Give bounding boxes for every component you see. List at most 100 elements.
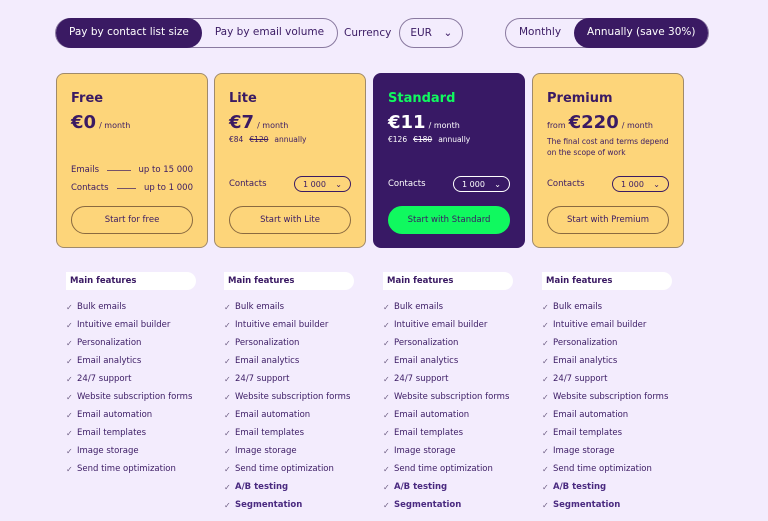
start-standard-button[interactable]: Start with Standard [388,206,510,234]
check-icon: ✓ [542,428,549,438]
limit-value: up to 1 000 [143,183,193,193]
feature-label: 24/7 support [553,374,608,384]
check-icon: ✓ [542,410,549,420]
feature-item: ✓ Email templates [383,424,523,442]
check-icon: ✓ [224,500,231,510]
start-lite-button[interactable]: Start with Lite [229,206,351,234]
feature-item: ✓ Email analytics [224,352,364,370]
contacts-dropdown[interactable]: 1 000 ⌄ [294,176,351,192]
check-icon: ✓ [224,356,231,366]
feature-label: Website subscription forms [394,392,510,402]
feature-item: ✓ Email automation [542,406,682,424]
contacts-label: Contacts [547,179,585,189]
feature-label: Image storage [394,446,456,456]
feature-label: Email analytics [77,356,142,366]
plan-name: Free [71,91,104,106]
currency-value: EUR [410,27,432,39]
check-icon: ✓ [66,302,73,312]
feature-item: ✓ Bulk emails [542,298,682,316]
check-icon: ✓ [66,464,73,474]
feature-item: ✓ Personalization [224,334,364,352]
chevron-down-icon: ⌄ [494,179,501,189]
feature-label: Personalization [235,338,300,348]
feature-label: Send time optimization [235,464,334,474]
divider [107,169,131,171]
check-icon: ✓ [66,392,73,402]
feature-item: ✓ Email analytics [542,352,682,370]
billing-toggle[interactable]: Monthly Annually (save 30%) [505,18,710,48]
feature-item: ✓ Website subscription forms [66,388,206,406]
price-period: / month [257,121,289,130]
feature-item: ✓ Send time optimization [66,460,206,478]
annually-option[interactable]: Annually (save 30%) [574,18,709,48]
divider [116,187,136,189]
feature-label: Email templates [77,428,147,438]
feature-label: Personalization [394,338,459,348]
check-icon: ✓ [383,410,390,420]
limit-label: Emails [71,165,100,175]
feature-label: Intuitive email builder [235,320,329,330]
annual-price: €126 €180 annually [388,135,510,144]
contacts-value: 1 000 [303,179,326,189]
feature-label: 24/7 support [77,374,132,384]
contacts-value: 1 000 [621,179,644,189]
check-icon: ✓ [224,428,231,438]
feature-item: ✓ Email automation [383,406,523,424]
plan-card-lite: Lite €7/ month €84 €120 annually Contacts 1 0… [214,73,366,248]
feature-label: Website subscription forms [77,392,193,402]
feature-label: A/B testing [553,482,607,492]
feature-item: ✓ Image storage [66,442,206,460]
check-icon: ✓ [224,446,231,456]
feature-label: Email automation [553,410,629,420]
feature-label: Email analytics [394,356,459,366]
limit-label: Contacts [71,183,109,193]
check-icon: ✓ [66,410,73,420]
annual-label: annually [274,135,307,144]
plan-card-premium: Premium from €220/ month The final cost an… [532,73,684,248]
feature-label: Personalization [553,338,618,348]
chevron-down-icon: ⌄ [335,179,342,189]
features-header: Main features [383,272,513,290]
price-period: / month [99,121,131,130]
feature-label: Website subscription forms [235,392,351,402]
contacts-value: 1 000 [462,179,485,189]
feature-item: ✓ Segmentation [542,496,682,514]
feature-item: ✓ Segmentation [383,496,523,514]
check-icon: ✓ [224,392,231,402]
check-icon: ✓ [542,500,549,510]
check-icon: ✓ [224,410,231,420]
annual-old-amount: €120 [249,135,269,144]
feature-label: Email automation [235,410,311,420]
annual-price: €84 €120 annually [229,135,351,144]
start-free-button[interactable]: Start for free [71,206,193,234]
feature-item: ✓ Send time optimization [224,460,364,478]
plan-note: The final cost and terms depend on the s… [547,137,669,157]
start-premium-button[interactable]: Start with Premium [547,206,669,234]
plan-name: Lite [229,91,257,106]
monthly-option[interactable]: Monthly [519,26,562,38]
price-period: / month [428,121,460,130]
pay-mode-toggle[interactable]: Pay by contact list size Pay by email vo… [55,18,339,48]
contacts-dropdown[interactable]: 1 000 ⌄ [453,176,510,192]
pay-by-contacts-option[interactable]: Pay by contact list size [56,18,202,48]
price-period: / month [621,121,653,130]
check-icon: ✓ [66,338,73,348]
currency-dropdown[interactable]: EUR ⌄ [399,18,464,48]
feature-label: Intuitive email builder [394,320,488,330]
pay-by-email-volume-option[interactable]: Pay by email volume [214,26,325,38]
feature-item: ✓ Intuitive email builder [224,316,364,334]
features-header: Main features [224,272,354,290]
feature-label: Website subscription forms [553,392,669,402]
feature-item: ✓ Personalization [66,334,206,352]
contacts-dropdown[interactable]: 1 000 ⌄ [612,176,669,192]
feature-list: Main features ✓ Bulk emails ✓ Intuitive emai… [224,272,364,514]
check-icon: ✓ [383,302,390,312]
check-icon: ✓ [383,356,390,366]
plan-limit-row: Emails up to 15 000 [71,161,193,179]
feature-item: ✓ Intuitive email builder [383,316,523,334]
check-icon: ✓ [66,446,73,456]
plan-price: €11/ month [388,112,510,133]
features-header: Main features [542,272,672,290]
feature-item: ✓ 24/7 support [383,370,523,388]
feature-item: ✓ Send time optimization [542,460,682,478]
